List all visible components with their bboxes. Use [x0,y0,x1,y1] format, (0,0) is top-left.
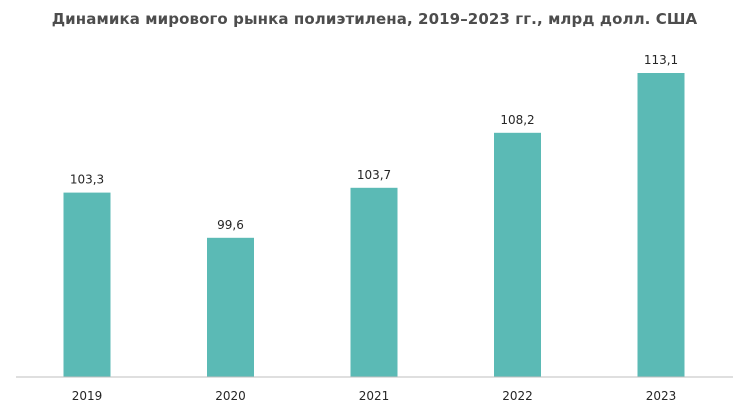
bar-2021 [350,187,398,377]
bars-layer [63,73,685,377]
chart-title: Динамика мирового рынка полиэтилена, 201… [51,10,698,28]
bar-2019 [63,192,111,377]
data-label-2022: 108,2 [500,113,534,127]
x-tick-label-2020: 2020 [215,389,246,403]
x-tick-label-2022: 2022 [502,389,533,403]
x-tick-label-2021: 2021 [359,389,390,403]
x-tick-labels: 2019 2020 2021 2022 2023 [72,389,677,403]
x-tick-label-2023: 2023 [646,389,677,403]
data-label-2019: 103,3 [70,173,104,187]
bar-2020 [207,237,254,377]
bar-2022 [494,132,541,377]
data-label-2023: 113,1 [644,53,678,67]
bar-2023 [637,73,685,377]
x-tick-label-2019: 2019 [72,389,103,403]
data-label-2021: 103,7 [357,168,391,182]
labels-layer: 103,3 99,6 103,7 108,2 113,1 [70,53,678,232]
data-label-2020: 99,6 [217,218,244,232]
